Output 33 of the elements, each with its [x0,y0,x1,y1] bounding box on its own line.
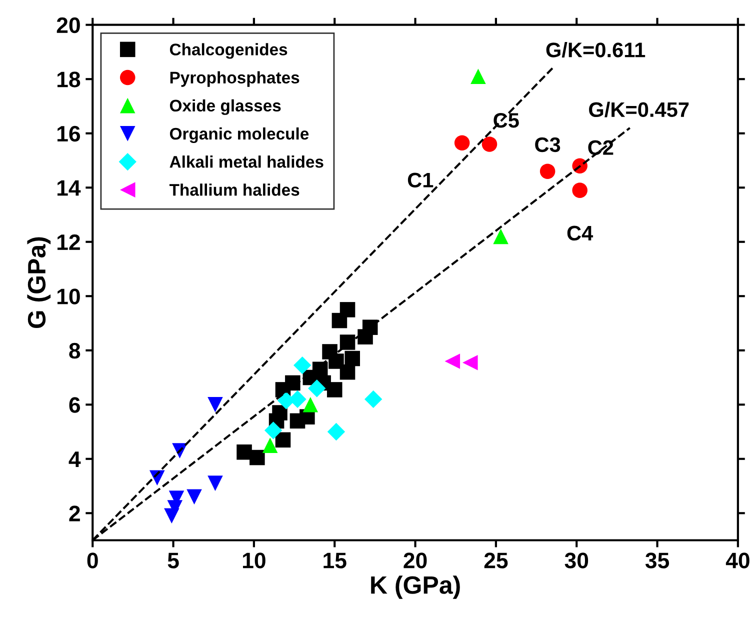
x-tick-label: 15 [324,552,346,568]
x-tick-label: 40 [726,552,750,568]
legend-label: Alkali metal halides [170,156,324,168]
annotation: C5 [494,112,519,128]
x-axis-title: K (GPa) [371,576,460,599]
y-tick-label: 4 [68,452,81,467]
y-tick-label: 18 [57,72,80,88]
x-tick-label: 0 [87,552,98,568]
y-tick-label: 14 [57,180,81,196]
x-tick-label: 30 [564,552,588,568]
x-tick-label: 5 [168,552,179,568]
legend-label: Thallium halides [169,184,300,196]
x-tick-label: 35 [645,552,670,568]
y-tick-label: 10 [57,288,80,304]
y-tick-label: 2 [69,506,80,522]
x-tick-label: 25 [484,552,508,568]
annotation: G/K=0.457 [589,102,689,118]
legend-label: Organic molecule [170,127,309,144]
y-tick-label: 16 [57,126,80,142]
legend-label: Chalcogenides [170,43,288,59]
annotation: G/K=0.611 [546,42,646,58]
annotation: C1 [408,172,434,188]
annotation: C3 [535,137,560,152]
y-axis-title: G (GPa) [27,237,51,328]
x-tick-label: 10 [242,552,266,568]
legend-label: Oxide glasses [170,99,281,115]
y-tick-label: 20 [56,17,80,34]
x-tick-label: 20 [404,552,427,568]
y-tick-label: 8 [69,342,80,359]
y-tick-label: 12 [57,234,80,250]
y-tick-label: 6 [69,397,80,413]
legend-label: Pyrophosphates [170,71,300,87]
annotation: C4 [567,226,594,241]
